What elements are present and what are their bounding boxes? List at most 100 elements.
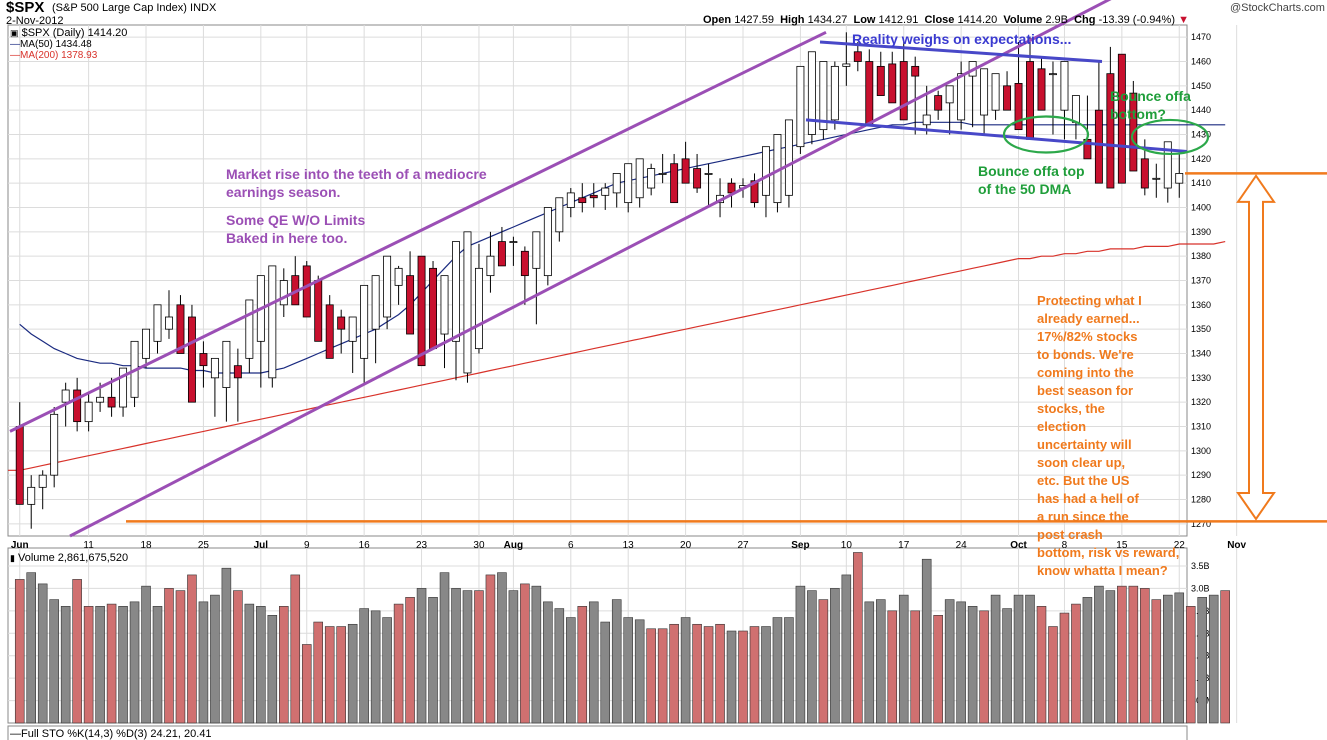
volume-tick-label: 3.0B: [1191, 583, 1210, 593]
x-tick-label: 8: [1062, 540, 1068, 551]
candle-body: [830, 65, 839, 121]
candle-body: [624, 163, 633, 204]
volume-bar: [405, 597, 415, 724]
volume-bar: [990, 594, 1001, 724]
volume-bar: [1163, 594, 1173, 724]
volume-bar: [623, 617, 633, 724]
candle-icon: ▣: [10, 28, 19, 38]
price-tick-label: 1350: [1191, 324, 1211, 334]
x-tick-label: 15: [1116, 540, 1128, 551]
candle-body: [279, 280, 288, 306]
annotation-bounce-bottom: Bounce offa bottom?: [1110, 88, 1191, 122]
volume-bar: [979, 610, 989, 724]
price-tick-label: 1470: [1191, 32, 1211, 42]
candle-body: [957, 73, 966, 121]
candle-body: [406, 275, 415, 335]
chg-value: -13.39 (-0.94%): [1098, 14, 1175, 26]
candle-body: [693, 168, 702, 189]
double-arrow: [1236, 174, 1276, 521]
volume-bar: [60, 606, 71, 724]
candle-body: [1163, 141, 1172, 189]
x-tick-label: 6: [568, 540, 574, 551]
candle-body: [566, 192, 575, 208]
candle-body: [532, 231, 541, 269]
volume-bar: [898, 594, 909, 724]
legend-volume-label: Volume 2,861,675,520: [18, 552, 129, 564]
x-tick-label: 30: [473, 540, 485, 551]
candle-body: [934, 95, 943, 111]
x-tick-label: Sep: [791, 540, 809, 551]
annotation-market-rise: Market rise into the teeth of a mediocre…: [226, 166, 487, 200]
candle-body: [142, 328, 150, 359]
candle-body: [922, 114, 931, 126]
wedge-top-line: [819, 40, 1103, 63]
volume-bar: [795, 585, 806, 724]
candle-body: [601, 187, 610, 196]
chg-label: Chg: [1074, 14, 1096, 26]
candle-body: [670, 163, 679, 204]
candle-body: [853, 51, 862, 62]
volume-bar: [428, 597, 438, 724]
volume-label: Volume: [1003, 14, 1043, 26]
candle-body: [899, 61, 908, 121]
wedge-bottom-line: [805, 118, 1188, 154]
volume-bar: [830, 588, 840, 724]
candle-body: [647, 168, 656, 189]
legend-sto-label: Full STO %K(14,3) %D(3) 24.21, 20.41: [21, 728, 212, 740]
price-tick-label: 1310: [1191, 422, 1211, 432]
volume-bar: [1140, 588, 1150, 724]
legend-sto: —Full STO %K(14,3) %D(3) 24.21, 20.41: [10, 728, 212, 740]
chart-date: 2-Nov-2012: [6, 15, 64, 27]
volume-bar: [566, 617, 576, 724]
open-label: Open: [703, 14, 732, 26]
candle-body: [394, 267, 403, 286]
legend-price: ▣ $SPX (Daily) 1414.20: [10, 27, 127, 39]
candle-body: [199, 353, 208, 367]
candle-body: [153, 304, 162, 342]
annotation-bounce-50dma: Bounce offa top of the 50 DMA: [978, 163, 1085, 197]
candle-body: [486, 255, 495, 277]
volume-bar: [336, 626, 346, 724]
volume-bar: [393, 603, 404, 724]
volume-bar: [1071, 603, 1081, 724]
line-icon: —: [10, 50, 20, 61]
volume-bar: [1220, 590, 1230, 724]
volume-bar: [772, 617, 783, 724]
x-tick-label: 27: [737, 540, 749, 551]
volume-bar: [921, 558, 932, 724]
candle-body: [1117, 53, 1126, 184]
x-tick-label: 18: [140, 540, 152, 551]
legend-ma200-label: MA(200) 1378.93: [20, 50, 98, 61]
candle-body: [429, 267, 437, 350]
price-tick-label: 1370: [1191, 276, 1211, 286]
candle-body: [796, 65, 805, 148]
volume-bar: [1174, 592, 1185, 724]
volume-tick-label: 3.5B: [1191, 561, 1210, 571]
price-tick-label: 1440: [1191, 105, 1211, 115]
candle-body: [876, 65, 885, 96]
volume-bar: [841, 574, 852, 724]
volume-bar: [875, 599, 886, 724]
ohlc-bar: Open 1427.59 High 1434.27 Low 1412.91 Cl…: [703, 14, 1189, 26]
candle-body: [704, 173, 713, 175]
x-tick-label: 24: [956, 540, 968, 551]
candle-body: [612, 173, 621, 194]
volume-bar: [967, 606, 978, 724]
candle-body: [38, 474, 47, 488]
volume-bar: [347, 623, 358, 724]
close-value: 1414.20: [957, 14, 998, 26]
x-tick-label: Oct: [1010, 540, 1027, 551]
line-icon: —: [10, 39, 20, 50]
x-tick-label: 10: [841, 540, 853, 551]
price-tick-label: 1410: [1191, 178, 1211, 188]
price-tick-label: 1280: [1191, 495, 1211, 505]
volume-bar: [267, 615, 278, 724]
price-tick-label: 1450: [1191, 81, 1211, 91]
volume-bar: [1094, 585, 1104, 724]
volume-bar: [451, 588, 461, 724]
volume-bar: [416, 588, 427, 724]
price-tick-label: 1380: [1191, 251, 1211, 261]
candle-body: [589, 194, 598, 199]
price-tick-label: 1430: [1191, 130, 1211, 140]
candle-body: [1175, 173, 1184, 184]
